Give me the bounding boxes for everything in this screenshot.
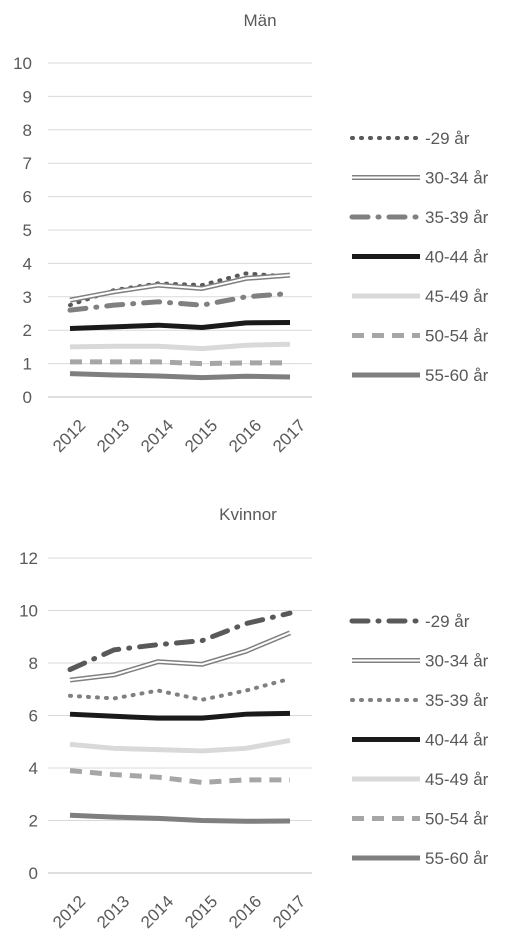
chart-men: Män 0 1 2 3 4 5 6 7 8 9 10 2012 2013 2014 2015 2016 2017 -… xyxy=(13,11,489,456)
legend-label: 35-39 år xyxy=(425,691,489,710)
series-line-inner xyxy=(69,274,291,302)
legend-label: 55-60 år xyxy=(425,366,489,385)
legend-label: 55-60 år xyxy=(425,849,489,868)
legend-label: 45-49 år xyxy=(425,770,489,789)
legend-item: 55-60 år xyxy=(352,366,489,385)
series-group xyxy=(67,610,293,824)
legend-item: 55-60 år xyxy=(352,849,489,868)
chart-title: Kvinnor xyxy=(219,505,277,524)
legend-item: 50-54 år xyxy=(352,810,489,829)
legend-item: 40-44 år xyxy=(352,731,489,750)
legend-label: 50-54 år xyxy=(425,810,489,829)
y-tick-label: 12 xyxy=(19,549,38,568)
x-tick-label: 2012 xyxy=(49,416,89,456)
x-tick-label: 2016 xyxy=(225,416,265,456)
y-tick-label: 6 xyxy=(23,188,32,207)
y-tick-label: 10 xyxy=(13,54,32,73)
x-tick-label: 2014 xyxy=(137,892,177,932)
legend-label: 35-39 år xyxy=(425,208,489,227)
legend-label: 50-54 år xyxy=(425,327,489,346)
series-line xyxy=(70,359,290,367)
y-tick-label: 0 xyxy=(23,388,32,407)
series-line xyxy=(68,676,292,702)
series-line xyxy=(69,341,291,352)
series-line xyxy=(67,610,293,673)
y-tick-label: 3 xyxy=(23,288,32,307)
y-tick-label: 4 xyxy=(23,254,32,273)
legend-item: 35-39 år xyxy=(350,691,489,710)
chart-title: Män xyxy=(243,11,276,30)
legend-item: 35-39 år xyxy=(349,208,489,227)
series-line xyxy=(69,737,291,754)
legend-item: 45-49 år xyxy=(352,287,489,306)
y-tick-label: 2 xyxy=(29,812,38,831)
y-tick-label: 8 xyxy=(29,654,38,673)
legend-item: -29 år xyxy=(349,612,470,631)
x-tick-label: 2017 xyxy=(269,416,309,456)
y-tick-label: 2 xyxy=(23,321,32,340)
x-tick-label: 2012 xyxy=(49,892,89,932)
chart-women: Kvinnor 0 2 4 6 8 10 12 2012 2013 2014 2015 2016 2017… xyxy=(19,505,489,932)
y-tick-label: 5 xyxy=(23,221,32,240)
legend-item: 30-34 år xyxy=(352,169,489,188)
series-group xyxy=(67,271,293,381)
legend-label: -29 år xyxy=(425,612,470,631)
series-line xyxy=(69,371,291,381)
legend-label: -29 år xyxy=(425,129,470,148)
x-tick-label: 2015 xyxy=(181,892,221,932)
y-tick-label: 6 xyxy=(29,707,38,726)
series-line xyxy=(67,290,293,313)
x-tick-label: 2013 xyxy=(93,416,133,456)
x-tick-label: 2013 xyxy=(93,892,133,932)
legend-item: 50-54 år xyxy=(352,327,489,346)
y-tick-label: 1 xyxy=(23,355,32,374)
y-tick-label: 4 xyxy=(29,759,38,778)
x-tick-label: 2016 xyxy=(225,892,265,932)
x-tick-label: 2017 xyxy=(269,892,309,932)
legend-label: 30-34 år xyxy=(425,169,489,188)
legend-item: 30-34 år xyxy=(352,652,489,671)
y-tick-label: 9 xyxy=(23,87,32,106)
series-line-inner xyxy=(69,631,291,682)
series-line xyxy=(69,768,290,785)
legend-item: -29 år xyxy=(350,129,470,148)
x-tick-label: 2015 xyxy=(181,416,221,456)
series-line xyxy=(69,710,291,721)
x-tick-label: 2014 xyxy=(137,416,177,456)
legend-label: 30-34 år xyxy=(425,652,489,671)
series-line xyxy=(69,320,291,332)
legend-label: 40-44 år xyxy=(425,731,489,750)
y-tick-label: 7 xyxy=(23,154,32,173)
y-tick-label: 10 xyxy=(19,602,38,621)
legend-item: 40-44 år xyxy=(352,248,489,267)
series-line xyxy=(69,812,291,824)
legend-label: 40-44 år xyxy=(425,248,489,267)
legend-label: 45-49 år xyxy=(425,287,489,306)
y-tick-label: 8 xyxy=(23,121,32,140)
y-tick-label: 0 xyxy=(29,864,38,883)
legend-item: 45-49 år xyxy=(352,770,489,789)
